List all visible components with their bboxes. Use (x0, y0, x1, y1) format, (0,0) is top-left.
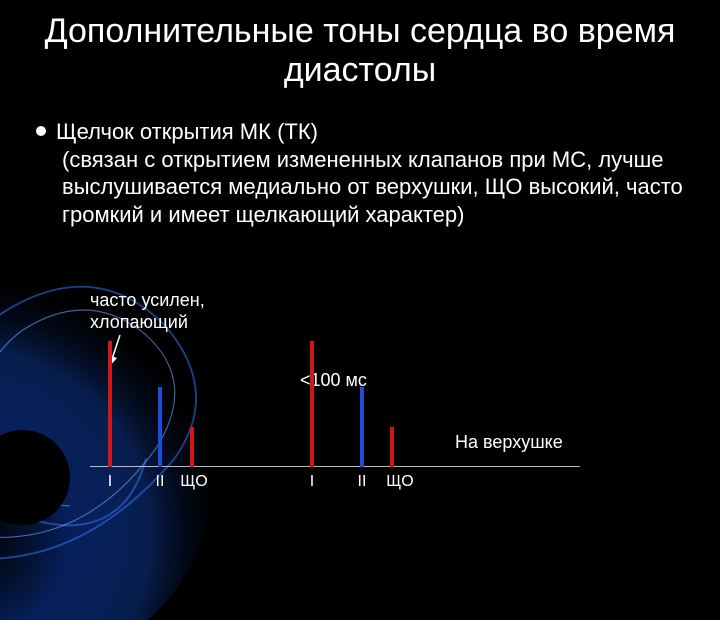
annotation-left: часто усилен, хлопающий (90, 290, 205, 333)
annotation-left-line2: хлопающий (90, 312, 205, 334)
chart-bar (108, 341, 112, 467)
chart-xlabel: II (156, 473, 165, 491)
chart-xlabel: I (108, 473, 112, 491)
bullet-lead: Щелчок открытия МК (ТК) (56, 119, 318, 144)
chart-xlabel: ЩО (386, 473, 413, 491)
chart-bar (158, 387, 162, 467)
slide-title: Дополнительные тоны сердца во время диас… (0, 12, 720, 90)
annotation-left-line1: часто усилен, (90, 290, 205, 312)
chart-bar (310, 341, 314, 467)
bullet-icon (36, 126, 46, 136)
chart-xlabel: ЩО (180, 473, 207, 491)
chart-bar (190, 427, 194, 467)
bullet-continuation: (связан с открытием измененных клапанов … (62, 146, 690, 229)
chart-xlabel: I (310, 473, 314, 491)
chart-bar (390, 427, 394, 467)
chart-xlabel: II (358, 473, 367, 491)
phono-chart: IIIЩОIIIЩО (90, 335, 630, 485)
chart-baseline (90, 466, 580, 467)
chart-bar (360, 387, 364, 467)
body-text: Щелчок открытия МК (ТК) (связан с открыт… (36, 118, 690, 228)
